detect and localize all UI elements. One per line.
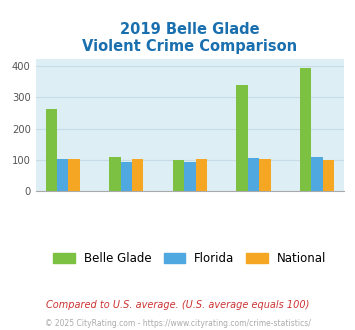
- Text: © 2025 CityRating.com - https://www.cityrating.com/crime-statistics/: © 2025 CityRating.com - https://www.city…: [45, 319, 310, 328]
- Bar: [184, 162, 196, 191]
- Text: Compared to U.S. average. (U.S. average equals 100): Compared to U.S. average. (U.S. average …: [46, 300, 309, 310]
- Bar: [311, 157, 323, 191]
- Bar: [57, 159, 69, 191]
- Bar: [173, 160, 184, 191]
- Title: 2019 Belle Glade
Violent Crime Comparison: 2019 Belle Glade Violent Crime Compariso…: [82, 22, 297, 54]
- Bar: [323, 160, 334, 191]
- Bar: [196, 159, 207, 191]
- Bar: [300, 68, 311, 191]
- Bar: [259, 159, 271, 191]
- Legend: Belle Glade, Florida, National: Belle Glade, Florida, National: [49, 248, 331, 270]
- Bar: [69, 159, 80, 191]
- Bar: [121, 162, 132, 191]
- Bar: [236, 84, 248, 191]
- Bar: [46, 109, 57, 191]
- Bar: [109, 157, 121, 191]
- Bar: [132, 159, 143, 191]
- Bar: [248, 158, 259, 191]
